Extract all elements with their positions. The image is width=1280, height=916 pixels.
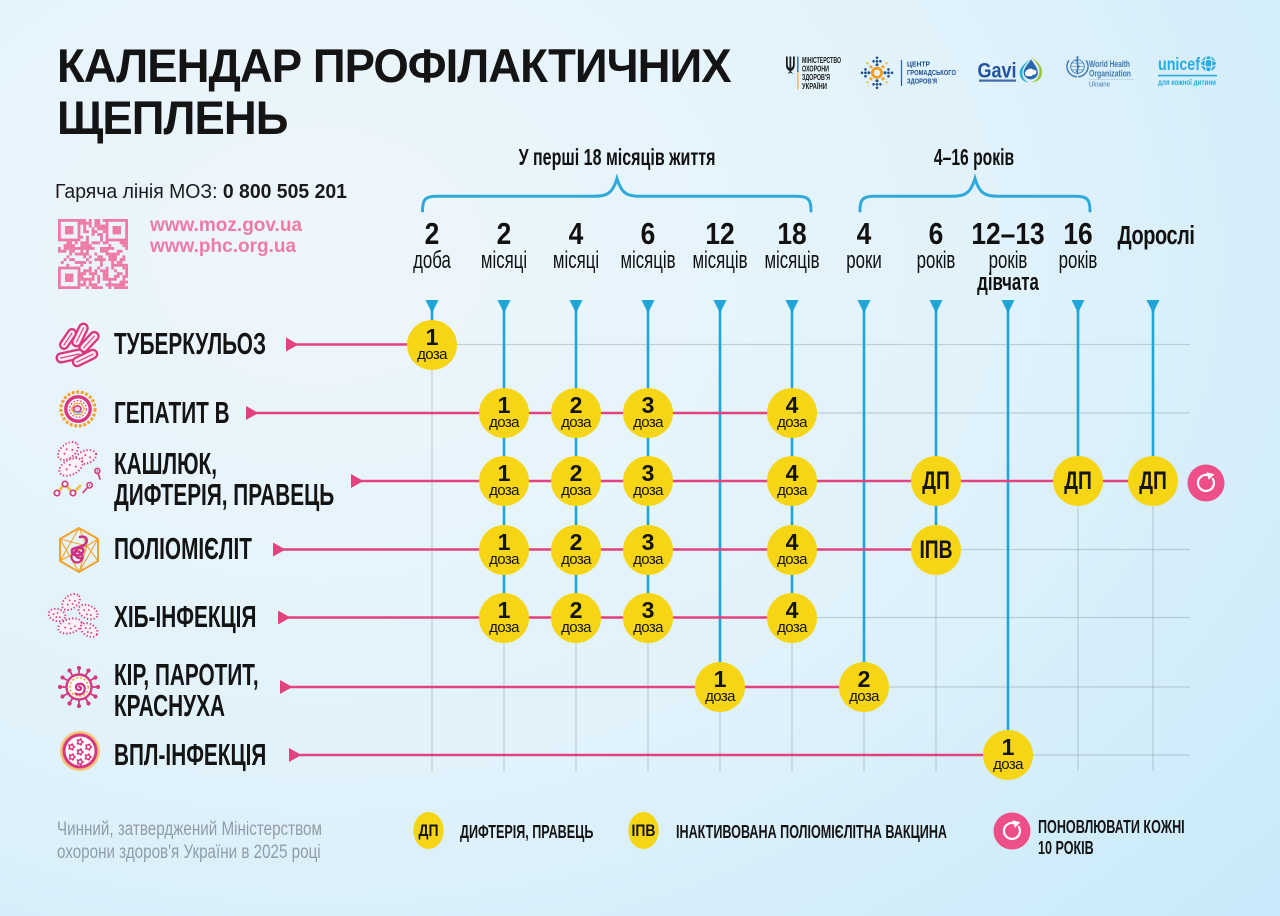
svg-text:МІНІСТЕРСТВО: МІНІСТЕРСТВО — [802, 56, 841, 65]
svg-text:ЦЕНТР: ЦЕНТР — [907, 60, 930, 69]
svg-text:ГРОМАДСЬКОГО: ГРОМАДСЬКОГО — [907, 68, 956, 77]
svg-text:ЗДОРОВ'Я: ЗДОРОВ'Я — [907, 77, 937, 86]
svg-text:Ukraine: Ukraine — [1089, 80, 1110, 89]
svg-text:для кожної дитини: для кожної дитини — [1158, 78, 1216, 87]
svg-text:Gavi: Gavi — [978, 60, 1017, 83]
svg-text:УКРАЇНИ: УКРАЇНИ — [802, 82, 827, 91]
svg-text:unicef: unicef — [1158, 54, 1200, 74]
svg-text:ОХОРОНИ: ОХОРОНИ — [802, 65, 829, 74]
svg-text:World Health: World Health — [1089, 58, 1130, 69]
svg-text:Organization: Organization — [1089, 68, 1131, 79]
svg-text:ЗДОРОВ'Я: ЗДОРОВ'Я — [802, 73, 830, 82]
